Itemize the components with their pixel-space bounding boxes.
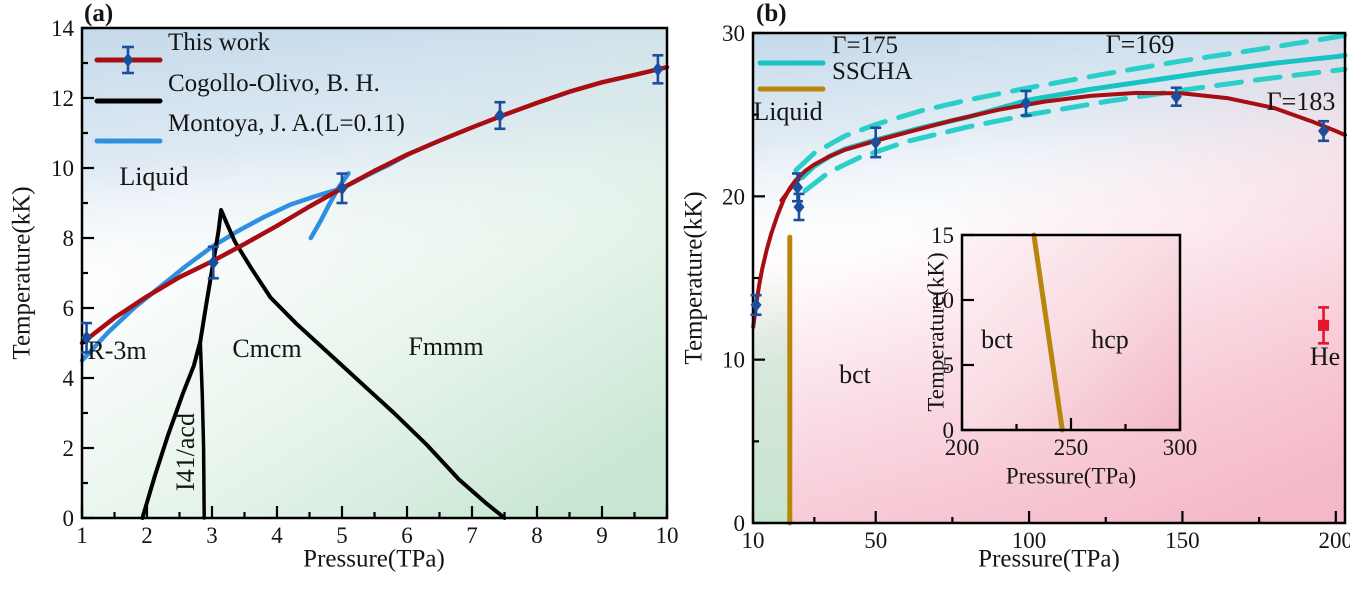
legend-label-cogollo: Cogollo-Olivo, B. H.: [168, 70, 380, 97]
svg-text:5: 5: [943, 353, 955, 378]
phase-label-cmcm: Cmcm: [232, 334, 302, 363]
svg-text:6: 6: [401, 523, 413, 548]
phase-label-bct-b: bct: [839, 360, 871, 389]
svg-text:14: 14: [51, 16, 75, 41]
panel-a-x-axis-title: Pressure(TPa): [303, 545, 445, 573]
inset-x-axis-title: Pressure(TPa): [1005, 463, 1137, 489]
annotation-gamma169: Γ=169: [1105, 30, 1175, 59]
svg-text:10: 10: [931, 288, 954, 313]
svg-text:0: 0: [734, 511, 746, 536]
svg-text:2: 2: [63, 436, 75, 461]
inset-y-axis-title: Temperature(kK): [923, 252, 949, 412]
svg-text:8: 8: [531, 523, 543, 548]
panel-b-x-axis-title: Pressure(TPa): [978, 545, 1120, 573]
svg-text:12: 12: [51, 86, 74, 111]
annotation-gamma183: Γ=183: [1266, 87, 1336, 116]
phase-label-liquid-b: Liquid: [753, 97, 823, 126]
inset-phase-label-hcp: hcp: [1091, 325, 1129, 354]
panel-b-y-axis-title: Temperature(kK): [680, 191, 708, 365]
svg-text:300: 300: [1163, 435, 1198, 460]
svg-text:0: 0: [943, 418, 955, 443]
svg-text:150: 150: [1165, 528, 1200, 553]
svg-text:50: 50: [864, 528, 887, 553]
legend-label-gamma175: Γ=175: [832, 32, 899, 59]
svg-text:8: 8: [63, 226, 75, 251]
svg-text:6: 6: [63, 296, 75, 321]
svg-text:10: 10: [742, 528, 765, 553]
svg-text:0: 0: [63, 506, 75, 531]
svg-text:1: 1: [76, 523, 88, 548]
legend-label-this-work: This work: [168, 29, 271, 56]
svg-text:4: 4: [271, 523, 283, 548]
svg-text:15: 15: [931, 223, 954, 248]
panel-a-tag: (a): [84, 0, 114, 27]
svg-text:9: 9: [596, 523, 608, 548]
svg-text:250: 250: [1054, 435, 1089, 460]
svg-text:4: 4: [63, 366, 75, 391]
svg-text:2: 2: [141, 523, 153, 548]
phase-label-fmmm: Fmmm: [408, 332, 484, 361]
svg-text:7: 7: [466, 523, 478, 548]
svg-text:20: 20: [722, 184, 745, 209]
legend-label-sscha: SSCHA: [832, 58, 913, 85]
svg-text:200: 200: [945, 435, 980, 460]
svg-text:10: 10: [722, 348, 745, 373]
phase-label-liquid-a: Liquid: [119, 162, 189, 191]
inset-phase-label-bct: bct: [981, 325, 1013, 354]
phase-label-r3m: R-3m: [87, 336, 147, 365]
phase-label-i41acd: I41/acd: [171, 413, 200, 491]
svg-text:100: 100: [1012, 528, 1047, 553]
phase-label-he: He: [1309, 342, 1341, 371]
svg-text:200: 200: [1319, 528, 1350, 553]
panel-b-tag: (b): [756, 0, 787, 27]
svg-text:10: 10: [51, 156, 74, 181]
svg-text:10: 10: [656, 523, 679, 548]
svg-text:30: 30: [722, 21, 745, 46]
svg-text:5: 5: [336, 523, 348, 548]
panel-a-y-axis-title: Temperature(kK): [8, 186, 36, 360]
legend-label-montoya: Montoya, J. A.(L=0.11): [168, 110, 405, 137]
svg-text:3: 3: [206, 523, 218, 548]
